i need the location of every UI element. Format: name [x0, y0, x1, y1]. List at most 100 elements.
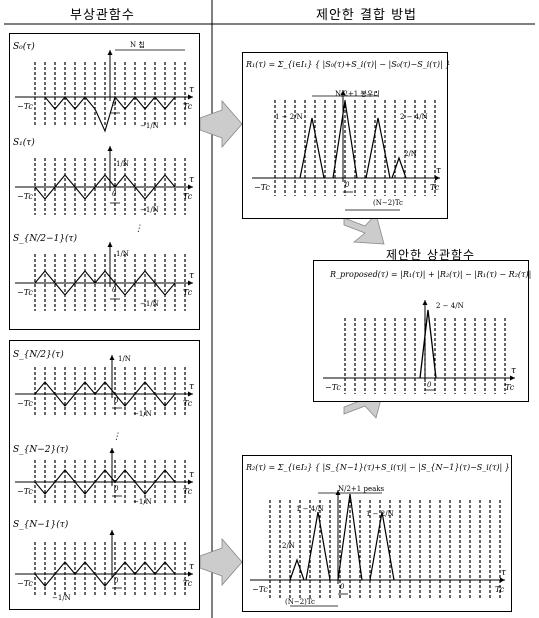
lb-sc-tau-label: τ [189, 562, 195, 572]
lb-sa-tc-label: Tc [183, 399, 193, 408]
r2-zero-label: 0 [340, 583, 345, 591]
r1-peak-c [365, 117, 391, 179]
label-neg-one-over-n-sa: −1/N [133, 410, 152, 418]
panel-r2 [242, 455, 512, 612]
lb-sc-waveform [22, 561, 185, 587]
label-r2-offset: (N−2)Tc [285, 598, 315, 606]
arrow-down-center [343, 213, 385, 245]
label-neg-one-over-n-s0: −1/N [140, 122, 159, 130]
formula-proposed: R_proposed(τ) = |R₁(τ)| + |R₂(τ)| − |R₁(… [330, 270, 532, 279]
lb-sb-tau-label: τ [189, 470, 195, 480]
header-right: 제안한 결합 방법 [316, 8, 417, 23]
r1-peak-d [391, 156, 407, 179]
label-proposed-peak: 2 − 4/N [436, 302, 464, 310]
vertical-dots-top: ⋮ [134, 224, 143, 234]
arrow-top-right [199, 99, 243, 149]
prop-zero-label: 0 [427, 381, 432, 389]
formula-r2: R₂(τ) = Σ_{i∈I₂} { |S_{N−1}(τ)+S_i(τ)| −… [246, 463, 510, 472]
r1-peak-b [332, 100, 358, 179]
prop-x-arrow [510, 375, 515, 381]
r2-peak-c [369, 511, 395, 581]
lb-sb-waveform [22, 469, 185, 495]
label-r1-val3: 2/N [404, 150, 417, 158]
lt-s1-tau-label: τ [189, 175, 195, 185]
lb-sc-y-arrow [109, 530, 115, 535]
label-s1: S₁(τ) [13, 138, 35, 148]
r1-x-arrow [435, 175, 440, 181]
prop-tc-label: Tc [505, 383, 515, 392]
r1-peak-a [299, 117, 325, 179]
r1-y-arrow [340, 90, 346, 95]
r1-zero-label: 0 [345, 181, 350, 189]
r1-tc-label: Tc [430, 183, 440, 192]
header-left: 부상관함수 [70, 8, 135, 23]
lt-s1-tc-label: Tc [183, 192, 193, 201]
label-r1-val1: 1 − 2/N [275, 113, 303, 121]
lt-sn-tau-label: τ [189, 271, 195, 281]
r2-tau-label: τ [501, 568, 507, 578]
lb-sc-neg-tc-label: −Tc [17, 579, 33, 588]
lb-sb-y-arrow [109, 448, 115, 453]
label-r1-offset: (N−2)Tc [373, 199, 403, 207]
label-neg-one-over-n-sn: −1/N [140, 300, 159, 308]
lb-sa-zero-label: 0 [114, 397, 119, 405]
prop-tau-label: τ [511, 366, 517, 376]
lt-s0-x-arrow [188, 94, 193, 100]
r2-y-arrow [335, 490, 341, 495]
prop-neg-tc-label: −Tc [325, 383, 341, 392]
lt-sn-waveform [22, 270, 185, 296]
r2-x-arrow [500, 577, 505, 583]
vertical-dots-bottom: ⋮ [112, 432, 121, 442]
r1-neg-tc-label: −Tc [254, 183, 270, 192]
lb-sa-neg-tc-label: −Tc [17, 399, 33, 408]
lt-s0-zero-label: 0 [112, 100, 117, 108]
lt-s1-waveform [22, 174, 185, 200]
lb-sa-x-arrow [188, 391, 193, 397]
lb-sb-neg-tc-label: −Tc [17, 487, 33, 496]
lb-sb-zero-label: 0 [114, 485, 119, 493]
lt-sn-x-arrow [188, 280, 193, 286]
label-one-over-n-sa: 1/N [118, 355, 131, 363]
label-r1-peaks: N/2+1 봉우리 [335, 90, 380, 98]
lt-s0-neg-tc-label: −Tc [17, 102, 33, 111]
label-neg-one-over-n-s1: −1/N [140, 206, 159, 214]
label-r1-val2: 2 − 4/N [400, 113, 428, 121]
label-one-over-n-sn: 1/N [116, 250, 129, 258]
lt-s0-y-arrow [107, 50, 113, 55]
label-s-n-minus-two: S_{N−2}(τ) [13, 445, 69, 455]
label-r2-val1: 1 − 4/N [296, 505, 324, 513]
r2-peak-d [289, 558, 305, 581]
lt-s0-waveform [22, 95, 185, 133]
r2-tc-label: Tc [495, 585, 505, 594]
lt-sn-neg-tc-label: −Tc [17, 288, 33, 297]
lb-sc-tc-label: Tc [183, 579, 193, 588]
lb-sc-x-arrow [188, 571, 193, 577]
label-neg-one-over-n-sb: −1/N [133, 498, 152, 506]
label-sn-half-minus-one: S_{N/2−1}(τ) [13, 234, 78, 244]
arrow-bottom-right [199, 537, 243, 587]
title-proposed: 제안한 상관함수 [386, 248, 476, 262]
lt-s0-tc-label: Tc [183, 102, 193, 111]
lt-sn-y-arrow [107, 242, 113, 247]
r1-tau-label: τ [436, 166, 442, 176]
r2-peak-b [337, 493, 363, 581]
label-neg-one-over-n-sc: −1/N [52, 594, 71, 602]
label-s-n-minus-one: S_{N−1}(τ) [13, 520, 69, 530]
lb-sc-zero-label: 0 [114, 577, 119, 585]
formula-r1: R₁(τ) = Σ_{i∈I₁} { |S₀(τ)+S_i(τ)| − |S₀(… [246, 60, 451, 69]
label-r2-val2: 1 − 2/N [366, 510, 394, 518]
label-n-chips: N 칩 [130, 41, 145, 49]
label-one-over-n-s1: 1/N [116, 160, 129, 168]
lb-sb-x-arrow [188, 479, 193, 485]
r2-neg-tc-label: −Tc [252, 585, 268, 594]
lb-sb-tc-label: Tc [183, 487, 193, 496]
label-s-n-half: S_{N/2}(τ) [13, 350, 64, 360]
label-r2-val3: 2/N [282, 542, 295, 550]
lt-s1-y-arrow [107, 146, 113, 151]
lb-sa-y-arrow [109, 355, 115, 360]
lb-sa-tau-label: τ [189, 382, 195, 392]
